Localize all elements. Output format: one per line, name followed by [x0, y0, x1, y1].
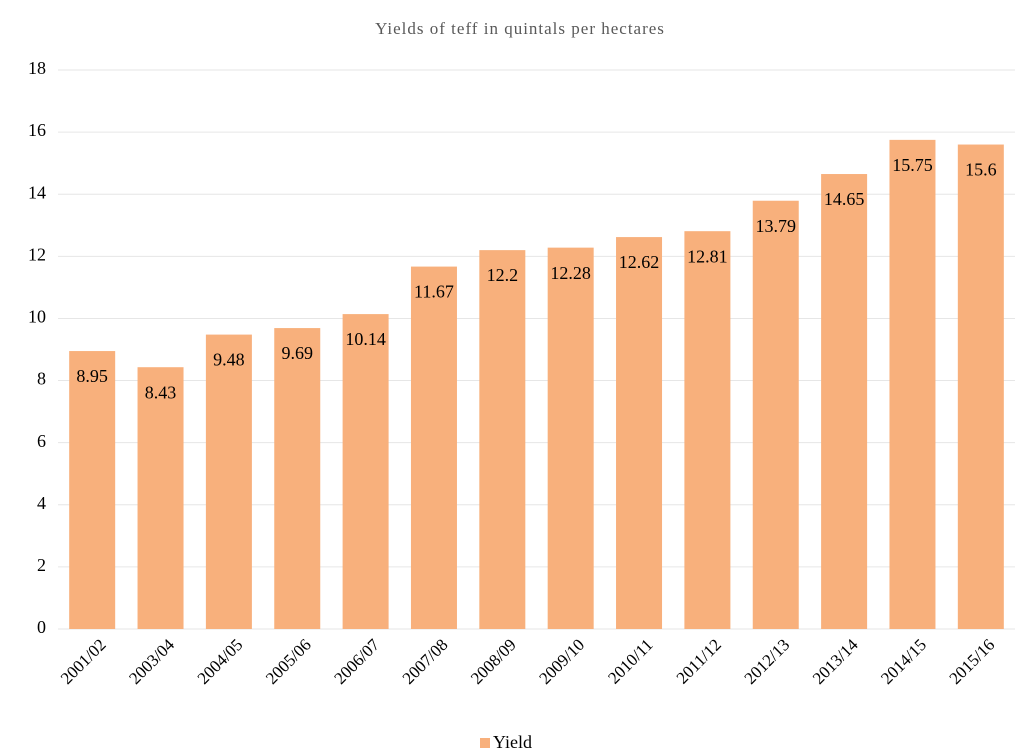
legend-label: Yield [493, 732, 532, 752]
data-label: 15.6 [965, 160, 997, 180]
bar [205, 334, 252, 629]
bar [684, 231, 731, 629]
data-label: 10.14 [345, 329, 386, 349]
y-tick-label: 10 [28, 307, 46, 327]
data-label: 8.43 [145, 382, 177, 402]
x-tick-label: 2005/06 [262, 635, 315, 688]
data-label: 14.65 [824, 189, 865, 209]
x-tick-label: 2004/05 [194, 635, 247, 688]
bar [69, 351, 116, 629]
legend-swatch [480, 738, 490, 748]
x-tick-label: 2009/10 [535, 635, 588, 688]
y-tick-label: 14 [28, 182, 46, 202]
y-tick-label: 12 [28, 244, 46, 264]
bar [616, 237, 663, 629]
bar [889, 139, 936, 629]
x-tick-label: 2008/09 [467, 635, 520, 688]
data-label: 12.81 [687, 246, 728, 266]
x-tick-label: 2003/04 [125, 635, 178, 688]
bar [752, 200, 799, 629]
data-label: 11.67 [414, 282, 454, 302]
bar [479, 250, 526, 629]
data-label: 9.48 [213, 350, 245, 370]
data-label: 8.95 [76, 366, 108, 386]
x-tick-label: 2014/15 [877, 635, 930, 688]
bar [274, 328, 321, 629]
bar [137, 367, 184, 629]
y-tick-label: 0 [37, 617, 46, 637]
y-tick-label: 2 [37, 555, 46, 575]
x-tick-label: 2001/02 [57, 635, 110, 688]
bar [821, 174, 868, 629]
x-tick-label: 2010/11 [604, 635, 656, 687]
chart-title: Yields of teff in quintals per hectares [375, 19, 665, 38]
data-label: 12.62 [619, 252, 660, 272]
bar [342, 314, 389, 629]
y-tick-label: 16 [28, 120, 46, 140]
y-tick-label: 18 [28, 58, 46, 78]
data-label: 12.2 [487, 265, 519, 285]
x-tick-label: 2015/16 [946, 635, 999, 688]
data-label: 13.79 [756, 216, 797, 236]
data-label: 9.69 [282, 343, 314, 363]
y-tick-label: 6 [37, 431, 46, 451]
x-tick-label: 2007/08 [399, 635, 452, 688]
x-tick-label: 2013/14 [809, 635, 862, 688]
bar [410, 266, 457, 629]
y-tick-label: 4 [37, 493, 46, 513]
data-label: 12.28 [550, 263, 591, 283]
y-tick-label: 8 [37, 369, 46, 389]
bar [957, 144, 1004, 630]
x-tick-label: 2006/07 [330, 635, 383, 688]
data-label: 15.75 [892, 155, 933, 175]
x-tick-label: 2012/13 [740, 635, 793, 688]
x-tick-label: 2011/12 [673, 635, 725, 687]
bar [547, 247, 594, 630]
